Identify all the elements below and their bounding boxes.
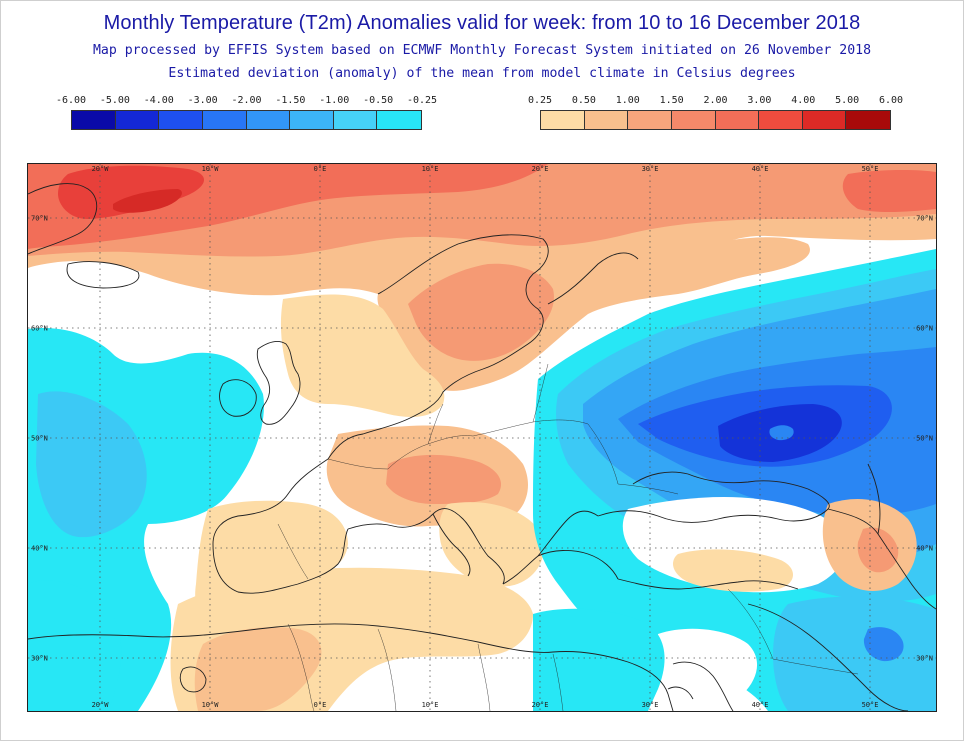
legend-negative-label: -4.00 <box>143 95 174 106</box>
latitude-label: 30°N <box>31 655 48 663</box>
latitude-label: 30°N <box>916 655 933 663</box>
longitude-label: 30°E <box>642 165 659 173</box>
legend-positive-label: 6.00 <box>878 95 904 106</box>
legend-positive-swatch <box>846 111 890 129</box>
legend-positive-swatch <box>628 111 672 129</box>
longitude-label: 10°E <box>422 701 439 709</box>
legend-negative-swatch <box>290 111 334 129</box>
longitude-label: 40°E <box>752 165 769 173</box>
anomaly-map-svg: 20°W 20°W 10°W 10°W 0°E 0°E 10°E 10°E 20°E 20°E 30… <box>28 164 936 711</box>
legend-positive-label: 4.00 <box>791 95 816 106</box>
legend-positive-label: 5.00 <box>835 95 860 106</box>
anomaly-warm-east-arctic <box>842 169 936 213</box>
graticule-labels: 20°W 20°W 10°W 10°W 0°E 0°E 10°E 10°E 20°E 20°E 30… <box>31 165 933 709</box>
map-subtitle-processing: Map processed by EFFIS System based on E… <box>92 43 872 58</box>
longitude-label: 10°W <box>202 701 220 709</box>
legend-negative-swatch <box>202 111 247 129</box>
anomaly-map: 20°W 20°W 10°W 10°W 0°E 0°E 10°E 10°E 20°E 20°E 30… <box>27 163 937 712</box>
longitude-label: 20°W <box>92 701 110 709</box>
legend-positive-label: 2.00 <box>703 95 728 106</box>
legend-negative-scale <box>71 110 422 130</box>
legend-negative-label: -0.50 <box>363 95 394 106</box>
legend-positive-label: 3.00 <box>747 95 772 106</box>
legend-negative-swatch <box>115 111 160 129</box>
latitude-label: 60°N <box>31 325 48 333</box>
legend-positive-label: 0.25 <box>527 95 553 106</box>
coastlines <box>28 183 936 711</box>
legend-positive-label: 1.50 <box>659 95 684 106</box>
legend-negative-label: -6.00 <box>55 95 87 106</box>
longitude-label: 20°E <box>532 165 549 173</box>
anomaly-warm-alps <box>386 454 502 504</box>
legend-positive-label: 0.50 <box>571 95 596 106</box>
legend-positive-swatch <box>541 111 585 129</box>
anomaly-warm-scandinavia-2 <box>408 263 554 361</box>
anomaly-warm-west-europe <box>280 294 445 417</box>
latitude-label: 70°N <box>31 215 48 223</box>
longitude-label: 20°W <box>92 165 110 173</box>
legend-negative-label: -3.00 <box>187 95 218 106</box>
legend-negative-label: -5.00 <box>99 95 130 106</box>
anomaly-warm-caucasus-core <box>857 527 899 573</box>
latitude-label: 40°N <box>916 545 933 553</box>
latitude-label: 50°N <box>31 435 48 443</box>
legend-positive-swatch <box>802 111 847 129</box>
legend-positive-swatch <box>584 111 629 129</box>
anomaly-cyan-ireland <box>219 382 256 417</box>
legend-negative-swatch <box>333 111 378 129</box>
latitude-label: 70°N <box>916 215 933 223</box>
anomaly-cyan-middle-east <box>773 596 936 711</box>
legend-negative-label: -1.50 <box>275 95 306 106</box>
legend-positive-swatch <box>759 111 803 129</box>
longitude-label: 30°E <box>642 701 659 709</box>
longitude-label: 10°E <box>422 165 439 173</box>
legend-negative-label: -1.00 <box>319 95 350 106</box>
legend-positive-label: 1.00 <box>615 95 640 106</box>
country-borders <box>277 363 859 711</box>
legend-negative-swatch <box>246 111 291 129</box>
legend-positive-swatch <box>671 111 716 129</box>
anomaly-warm-north-africa-2 <box>194 627 322 711</box>
anomaly-blue-iran <box>863 627 904 662</box>
legend-positive-scale <box>540 110 891 130</box>
longitude-label: 0°E <box>314 165 327 173</box>
longitude-label: 40°E <box>752 701 769 709</box>
legend-negative-label: -2.00 <box>231 95 262 106</box>
anomaly-warm-greenland-core <box>113 189 182 213</box>
longitude-label: 0°E <box>314 701 327 709</box>
legend-negative-swatch <box>377 111 421 129</box>
legend-negative-swatch <box>159 111 203 129</box>
anomaly-cyan-egypt <box>533 608 665 711</box>
anomaly-cyan-iceland <box>58 261 140 289</box>
longitude-label: 20°E <box>532 701 549 709</box>
legend-positive-swatch <box>715 111 760 129</box>
anomaly-warm-balkans <box>439 502 544 587</box>
latitude-label: 50°N <box>916 435 933 443</box>
longitude-label: 50°E <box>862 165 879 173</box>
map-title: Monthly Temperature (T2m) Anomalies vali… <box>103 12 861 34</box>
longitude-label: 50°E <box>862 701 879 709</box>
anomaly-cyan-southwest <box>28 580 122 711</box>
anomaly-neutral-levant <box>652 628 758 711</box>
anomaly-blue-atlantic <box>36 391 147 538</box>
legend-negative-label: -0.25 <box>406 95 438 106</box>
longitude-label: 10°W <box>202 165 220 173</box>
latitude-label: 40°N <box>31 545 48 553</box>
anomaly-warm-arctic-4 <box>58 165 205 219</box>
latitude-label: 60°N <box>916 325 933 333</box>
map-subtitle-units: Estimated deviation (anomaly) of the mea… <box>168 66 796 81</box>
legend-negative-swatch <box>72 111 116 129</box>
anomaly-blue-core-center <box>769 425 794 441</box>
